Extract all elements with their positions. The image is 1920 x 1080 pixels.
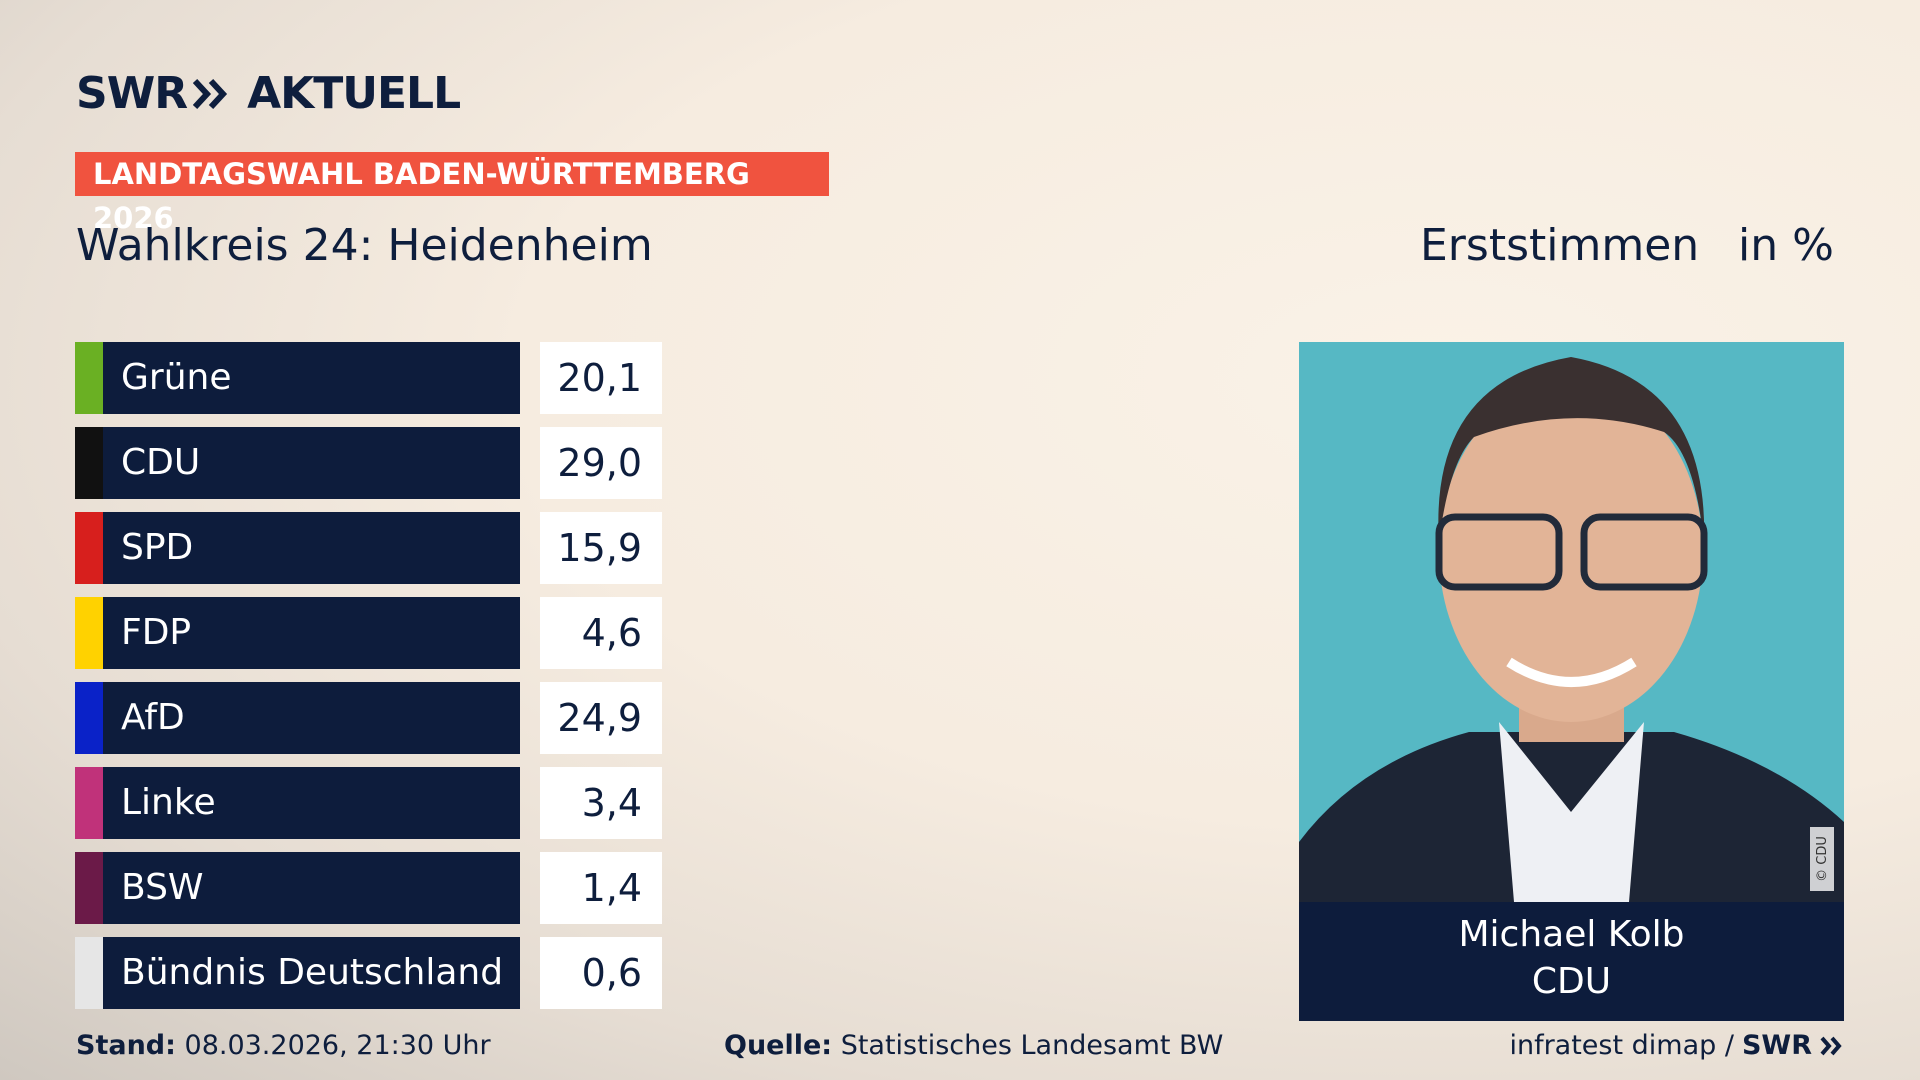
party-value: 24,9 bbox=[540, 682, 662, 754]
party-value: 4,6 bbox=[540, 597, 662, 669]
stand-label: Stand: bbox=[76, 1030, 176, 1061]
banner: LANDTAGSWAHL BADEN-WÜRTTEMBERG 2026 bbox=[75, 152, 829, 235]
photo-credit: © CDU bbox=[1815, 836, 1830, 882]
party-value: 15,9 bbox=[540, 512, 662, 584]
party-color bbox=[75, 427, 103, 499]
result-row: Bündnis Deutschland 0,6 bbox=[75, 937, 662, 1009]
source-label: Quelle: bbox=[724, 1030, 833, 1061]
candidate-photo: © CDU bbox=[1299, 342, 1844, 902]
party-value: 1,4 bbox=[540, 852, 662, 924]
candidate-box: Michael Kolb CDU bbox=[1299, 902, 1844, 1021]
party-name: BSW bbox=[103, 852, 520, 924]
stand-value: 08.03.2026, 21:30 Uhr bbox=[184, 1030, 491, 1061]
provider-logo: SWR bbox=[1741, 1030, 1812, 1061]
party-name: AfD bbox=[103, 682, 520, 754]
unit: in % bbox=[1738, 220, 1834, 271]
provider-text: infratest dimap / bbox=[1509, 1030, 1734, 1061]
provider: infratest dimap / SWR bbox=[1509, 1030, 1844, 1061]
result-row: SPD 15,9 bbox=[75, 512, 662, 584]
logo-chevrons bbox=[193, 78, 228, 109]
party-color bbox=[75, 597, 103, 669]
party-name: Bündnis Deutschland bbox=[103, 937, 520, 1009]
party-name: CDU bbox=[103, 427, 520, 499]
result-row: Grüne 20,1 bbox=[75, 342, 662, 414]
result-row: FDP 4,6 bbox=[75, 597, 662, 669]
result-row: CDU 29,0 bbox=[75, 427, 662, 499]
party-name: Grüne bbox=[103, 342, 520, 414]
stand: Stand: 08.03.2026, 21:30 Uhr bbox=[76, 1030, 491, 1061]
result-row: BSW 1,4 bbox=[75, 852, 662, 924]
candidate-name: Michael Kolb bbox=[1458, 914, 1685, 955]
party-color bbox=[75, 767, 103, 839]
brand-text: AKTUELL bbox=[247, 68, 461, 119]
party-name: FDP bbox=[103, 597, 520, 669]
source-value: Statistisches Landesamt BW bbox=[840, 1030, 1224, 1061]
party-name: SPD bbox=[103, 512, 520, 584]
measure: Erststimmen bbox=[1420, 220, 1700, 271]
party-value: 20,1 bbox=[540, 342, 662, 414]
party-color bbox=[75, 512, 103, 584]
source: Quelle: Statistisches Landesamt BW bbox=[724, 1030, 1223, 1061]
logo: SWR AKTUELL bbox=[76, 68, 461, 119]
title: Wahlkreis 24: Heidenheim bbox=[76, 220, 653, 271]
result-row: Linke 3,4 bbox=[75, 767, 662, 839]
party-value: 29,0 bbox=[540, 427, 662, 499]
candidate-party: CDU bbox=[1531, 961, 1612, 1002]
provider-chevrons bbox=[1820, 1036, 1842, 1055]
result-row: AfD 24,9 bbox=[75, 682, 662, 754]
party-color bbox=[75, 342, 103, 414]
party-value: 0,6 bbox=[540, 937, 662, 1009]
party-color bbox=[75, 937, 103, 1009]
party-value: 3,4 bbox=[540, 767, 662, 839]
party-name: Linke bbox=[103, 767, 520, 839]
party-color bbox=[75, 852, 103, 924]
party-color bbox=[75, 682, 103, 754]
logo-text: SWR bbox=[76, 68, 188, 119]
